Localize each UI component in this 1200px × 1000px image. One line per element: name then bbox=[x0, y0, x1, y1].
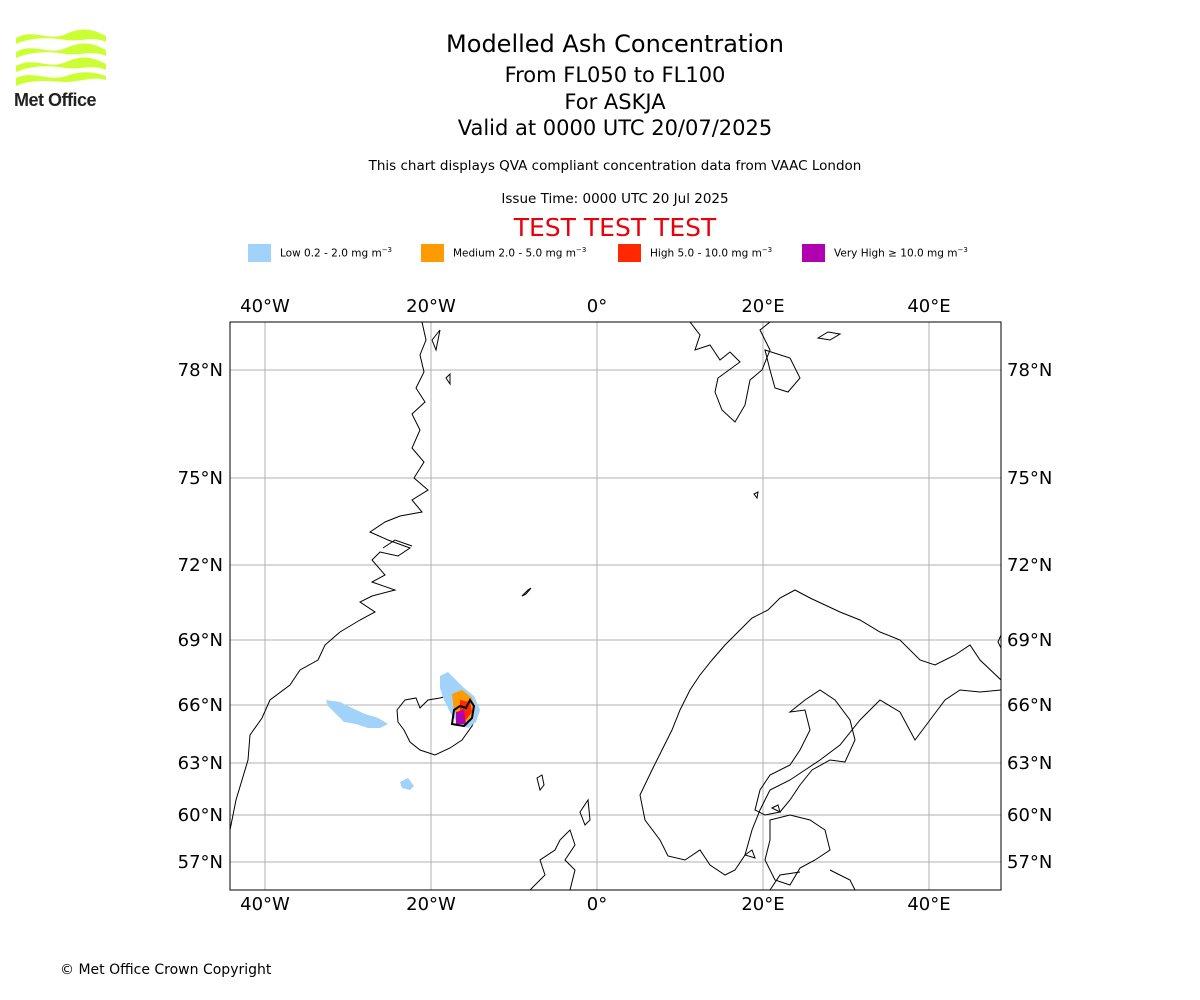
volcano-name: For ASKJA bbox=[564, 90, 666, 114]
lon-tick-label: 40°W bbox=[240, 296, 290, 317]
lat-tick-label: 75°N bbox=[178, 468, 223, 489]
ash-areas bbox=[326, 672, 480, 790]
legend-label-very-high: Very High ≥ 10.0 mg m−3 bbox=[834, 246, 968, 260]
lat-tick-label: 63°N bbox=[178, 753, 223, 774]
lon-ticks-bottom: 40°W 20°W 0° 20°E 40°E bbox=[240, 894, 950, 915]
ash-very-high-area bbox=[456, 710, 466, 724]
lon-ticks-top: 40°W 20°W 0° 20°E 40°E bbox=[240, 296, 950, 317]
svalbard-coast bbox=[689, 322, 771, 423]
greenland-coast bbox=[230, 322, 429, 831]
issue-time: Issue Time: 0000 UTC 20 Jul 2025 bbox=[501, 191, 729, 207]
lat-tick-label: 69°N bbox=[178, 630, 223, 651]
lat-tick-label: 78°N bbox=[178, 360, 223, 381]
legend-swatch-high bbox=[618, 244, 641, 262]
flight-levels: From FL050 to FL100 bbox=[504, 63, 726, 87]
lat-tick-label: 78°N bbox=[1007, 360, 1052, 381]
lat-tick-label: 66°N bbox=[1007, 695, 1052, 716]
lon-tick-label: 20°E bbox=[741, 296, 784, 317]
lon-tick-label: 20°W bbox=[406, 894, 456, 915]
logo-waves-icon bbox=[16, 29, 106, 86]
lat-tick-label: 66°N bbox=[178, 695, 223, 716]
ash-low-area-west bbox=[326, 700, 388, 728]
lon-tick-label: 40°W bbox=[240, 894, 290, 915]
legend-swatch-low bbox=[248, 244, 271, 262]
logo-text: Met Office bbox=[14, 90, 97, 110]
ash-source-outline bbox=[450, 698, 476, 728]
gridlines bbox=[230, 322, 1001, 890]
legend-swatch-medium bbox=[421, 244, 444, 262]
map-background bbox=[230, 322, 1001, 890]
legend-swatch-very-high bbox=[802, 244, 825, 262]
lat-tick-label: 63°N bbox=[1007, 753, 1052, 774]
legend-label-medium: Medium 2.0 - 5.0 mg m−3 bbox=[453, 246, 587, 260]
lon-tick-label: 40°E bbox=[907, 296, 950, 317]
valid-time: Valid at 0000 UTC 20/07/2025 bbox=[457, 116, 773, 140]
legend-label-low: Low 0.2 - 2.0 mg m−3 bbox=[280, 246, 393, 260]
lat-tick-label: 72°N bbox=[178, 555, 223, 576]
lat-tick-label: 72°N bbox=[1007, 555, 1052, 576]
test-banner: TEST TEST TEST bbox=[513, 213, 717, 242]
lat-tick-label: 60°N bbox=[1007, 805, 1052, 826]
lat-tick-label: 69°N bbox=[1007, 630, 1052, 651]
ash-low-area-south bbox=[400, 778, 414, 790]
lon-tick-label: 20°W bbox=[406, 296, 456, 317]
lat-tick-label: 57°N bbox=[178, 852, 223, 873]
lat-ticks-right: 78°N 75°N 72°N 69°N 66°N 63°N 60°N 57°N bbox=[1007, 360, 1052, 873]
copyright-notice: © Met Office Crown Copyright bbox=[60, 962, 272, 978]
lon-tick-label: 0° bbox=[587, 296, 607, 317]
lon-tick-label: 20°E bbox=[741, 894, 784, 915]
map-frame bbox=[229, 321, 1002, 891]
lat-ticks-left: 78°N 75°N 72°N 69°N 66°N 63°N 60°N 57°N bbox=[178, 360, 223, 873]
coastlines bbox=[230, 322, 1001, 890]
chart-title: Modelled Ash Concentration bbox=[446, 30, 784, 58]
chart-description: This chart displays QVA compliant concen… bbox=[368, 158, 862, 174]
legend-label-high: High 5.0 - 10.0 mg m−3 bbox=[650, 246, 773, 260]
lat-tick-label: 57°N bbox=[1007, 852, 1052, 873]
lat-tick-label: 60°N bbox=[178, 805, 223, 826]
lat-tick-label: 75°N bbox=[1007, 468, 1052, 489]
met-office-logo: Met Office bbox=[14, 28, 110, 112]
lon-tick-label: 0° bbox=[587, 894, 607, 915]
scandinavia-coast bbox=[639, 589, 1001, 876]
lon-tick-label: 40°E bbox=[907, 894, 950, 915]
